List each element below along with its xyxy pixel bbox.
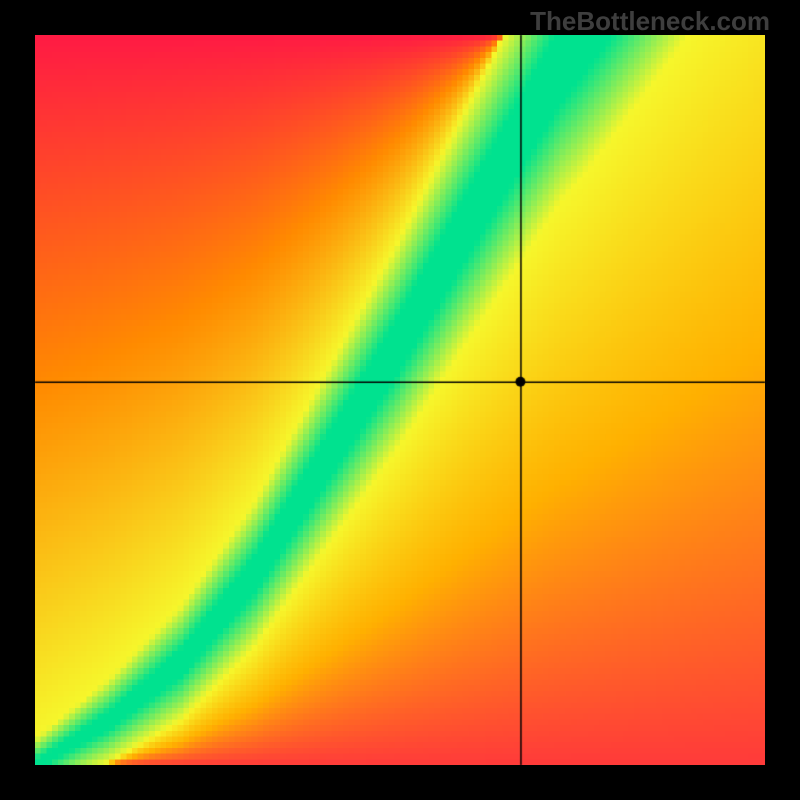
crosshair-overlay xyxy=(0,0,800,800)
chart-container: TheBottleneck.com xyxy=(0,0,800,800)
watermark-text: TheBottleneck.com xyxy=(530,6,770,37)
